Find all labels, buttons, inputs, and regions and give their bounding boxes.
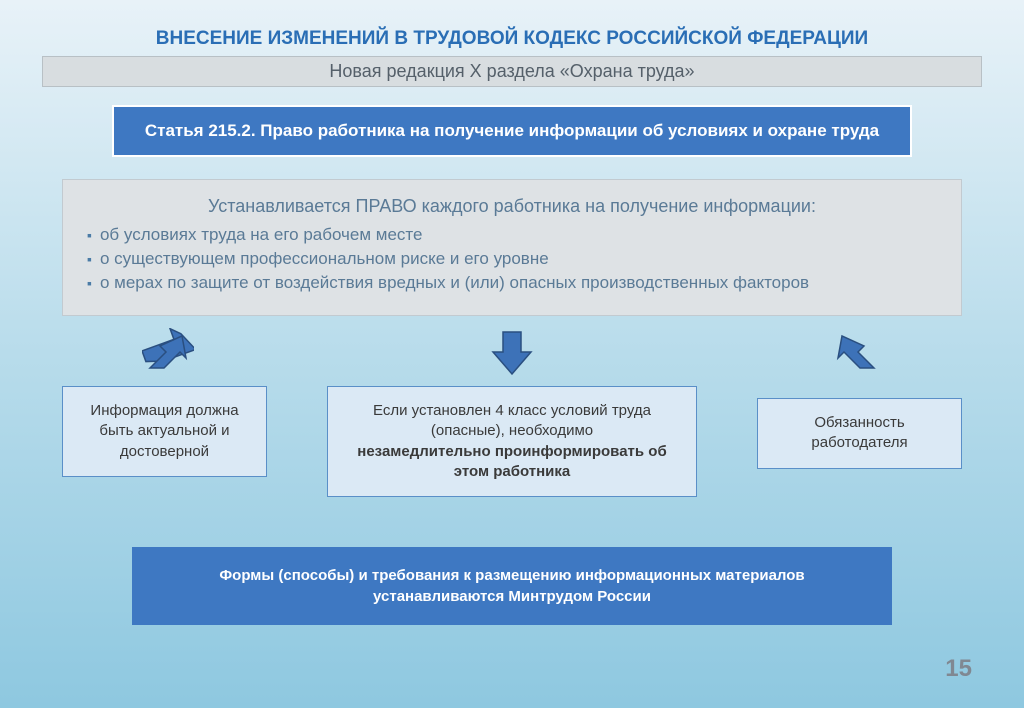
info-item: о существующем профессиональном риске и … bbox=[87, 249, 937, 269]
center-box-bold: незамедлительно проинформировать об этом… bbox=[357, 443, 666, 480]
info-heading: Устанавливается ПРАВО каждого работника … bbox=[87, 196, 937, 217]
arrow-down-icon bbox=[487, 328, 537, 376]
center-box: Если установлен 4 класс условий труда (о… bbox=[327, 386, 697, 497]
arrow-up-left-icon bbox=[830, 328, 882, 376]
arrows-row bbox=[82, 328, 942, 376]
page-number: 15 bbox=[945, 655, 972, 683]
info-item: об условиях труда на его рабочем месте bbox=[87, 225, 937, 245]
info-item: о мерах по защите от воздействия вредных… bbox=[87, 273, 937, 293]
main-title: ВНЕСЕНИЕ ИЗМЕНЕНИЙ В ТРУДОВОЙ КОДЕКС РОС… bbox=[0, 0, 1024, 50]
info-box: Устанавливается ПРАВО каждого работника … bbox=[62, 179, 962, 316]
bottom-bar: Формы (способы) и требования к размещени… bbox=[132, 547, 892, 625]
boxes-row: Информация должна быть актуальной и дост… bbox=[62, 386, 962, 497]
subtitle-bar: Новая редакция X раздела «Охрана труда» bbox=[42, 56, 982, 87]
right-box: Обязанность работодателя bbox=[757, 398, 962, 469]
center-box-line1: Если установлен 4 класс условий труда (о… bbox=[373, 402, 651, 439]
left-box: Информация должна быть актуальной и дост… bbox=[62, 386, 267, 477]
info-list: об условиях труда на его рабочем месте о… bbox=[87, 225, 937, 293]
arrow-up-right-icon bbox=[142, 328, 194, 376]
article-bar: Статья 215.2. Право работника на получен… bbox=[112, 105, 912, 157]
